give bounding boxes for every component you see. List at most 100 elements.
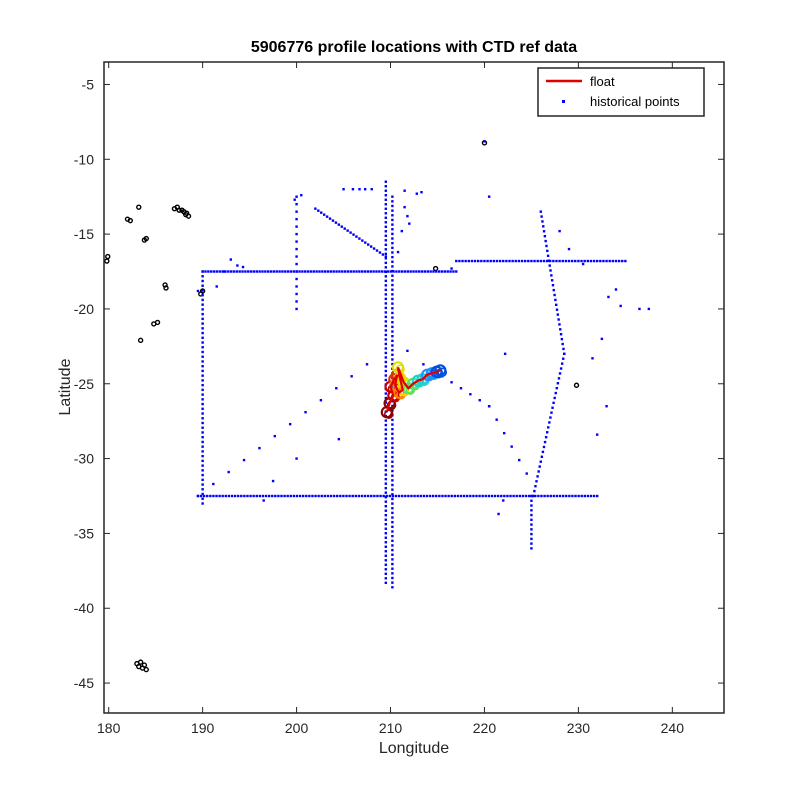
- historical-point: [364, 241, 367, 244]
- historical-point: [201, 298, 204, 302]
- historical-point: [555, 386, 559, 390]
- historical-point: [450, 494, 453, 498]
- x-tick-label: 190: [191, 720, 215, 736]
- historical-point: [580, 494, 583, 498]
- historical-point: [492, 259, 496, 263]
- historical-point: [537, 494, 540, 498]
- historical-point: [363, 494, 367, 498]
- historical-point: [423, 270, 427, 273]
- historical-point: [512, 494, 515, 498]
- historical-point: [384, 306, 388, 310]
- historical-point: [384, 527, 388, 530]
- historical-point: [384, 455, 388, 458]
- y-tick-label: -10: [74, 151, 94, 167]
- y-tick-label: -20: [74, 301, 94, 317]
- historical-point: [365, 363, 369, 366]
- historical-point: [410, 494, 413, 498]
- historical-point: [556, 313, 560, 316]
- coastline-point: [136, 663, 142, 670]
- historical-point: [384, 248, 388, 251]
- historical-point: [289, 270, 293, 273]
- historical-point: [567, 247, 571, 251]
- historical-point: [514, 259, 517, 263]
- historical-point: [201, 445, 204, 448]
- historical-point: [380, 270, 384, 273]
- historical-point: [252, 270, 256, 273]
- historical-point: [567, 259, 571, 263]
- legend-box: [537, 67, 705, 117]
- historical-point: [551, 406, 554, 409]
- historical-point: [412, 270, 415, 273]
- historical-point: [255, 270, 258, 273]
- historical-point: [201, 407, 204, 411]
- historical-point: [543, 440, 547, 444]
- historical-point: [495, 418, 498, 421]
- historical-point: [550, 274, 553, 277]
- historical-point: [561, 259, 564, 263]
- historical-point: [384, 320, 388, 323]
- historical-point: [502, 431, 506, 435]
- y-tick-label: -45: [74, 675, 94, 691]
- historical-point: [384, 550, 388, 553]
- coastline-point: [199, 288, 206, 294]
- historical-point: [530, 513, 533, 517]
- historical-point: [391, 334, 394, 338]
- historical-point: [391, 465, 394, 468]
- historical-point: [384, 279, 388, 283]
- historical-point: [384, 356, 388, 359]
- historical-point: [264, 270, 267, 273]
- historical-point: [548, 421, 551, 424]
- historical-point: [391, 269, 394, 273]
- historical-point: [201, 488, 204, 491]
- historical-point: [236, 494, 240, 498]
- historical-point: [209, 270, 213, 273]
- historical-point: [536, 259, 539, 263]
- historical-point: [391, 325, 394, 329]
- historical-point: [298, 494, 302, 498]
- historical-point: [240, 494, 243, 498]
- coastline-point: [137, 337, 144, 344]
- historical-point: [475, 494, 478, 498]
- historical-point: [621, 259, 624, 263]
- historical-point: [487, 195, 491, 198]
- x-tick-label: 200: [285, 720, 309, 736]
- historical-point: [372, 270, 375, 273]
- historical-point: [415, 270, 418, 273]
- historical-point: [247, 270, 250, 273]
- historical-point: [349, 231, 352, 234]
- historical-point: [201, 374, 204, 377]
- historical-point: [420, 191, 423, 194]
- historical-point: [391, 469, 394, 473]
- historical-point: [384, 338, 388, 341]
- historical-point: [478, 494, 481, 498]
- historical-point: [391, 297, 394, 301]
- historical-point: [314, 207, 317, 210]
- historical-point: [229, 258, 233, 261]
- historical-point: [394, 494, 398, 498]
- historical-point: [403, 189, 406, 192]
- coastline-point: [136, 204, 142, 210]
- historical-point: [369, 245, 373, 248]
- historical-point: [384, 374, 388, 377]
- historical-point: [545, 431, 549, 434]
- y-tick-label: -30: [74, 451, 94, 467]
- historical-point: [384, 477, 388, 481]
- historical-point: [608, 259, 611, 263]
- historical-point: [552, 259, 555, 263]
- historical-point: [275, 270, 278, 273]
- historical-point: [342, 188, 345, 191]
- historical-point: [201, 284, 204, 287]
- historical-point: [384, 207, 388, 210]
- historical-point: [384, 468, 388, 472]
- historical-point: [348, 494, 351, 498]
- historical-point: [408, 222, 411, 225]
- historical-point: [530, 528, 533, 531]
- historical-point: [391, 507, 394, 510]
- historical-point: [525, 472, 528, 475]
- historical-point: [543, 234, 547, 238]
- historical-point: [450, 381, 453, 384]
- historical-point: [360, 494, 364, 498]
- historical-point: [530, 509, 533, 512]
- historical-point: [201, 289, 204, 292]
- historical-point: [539, 460, 542, 463]
